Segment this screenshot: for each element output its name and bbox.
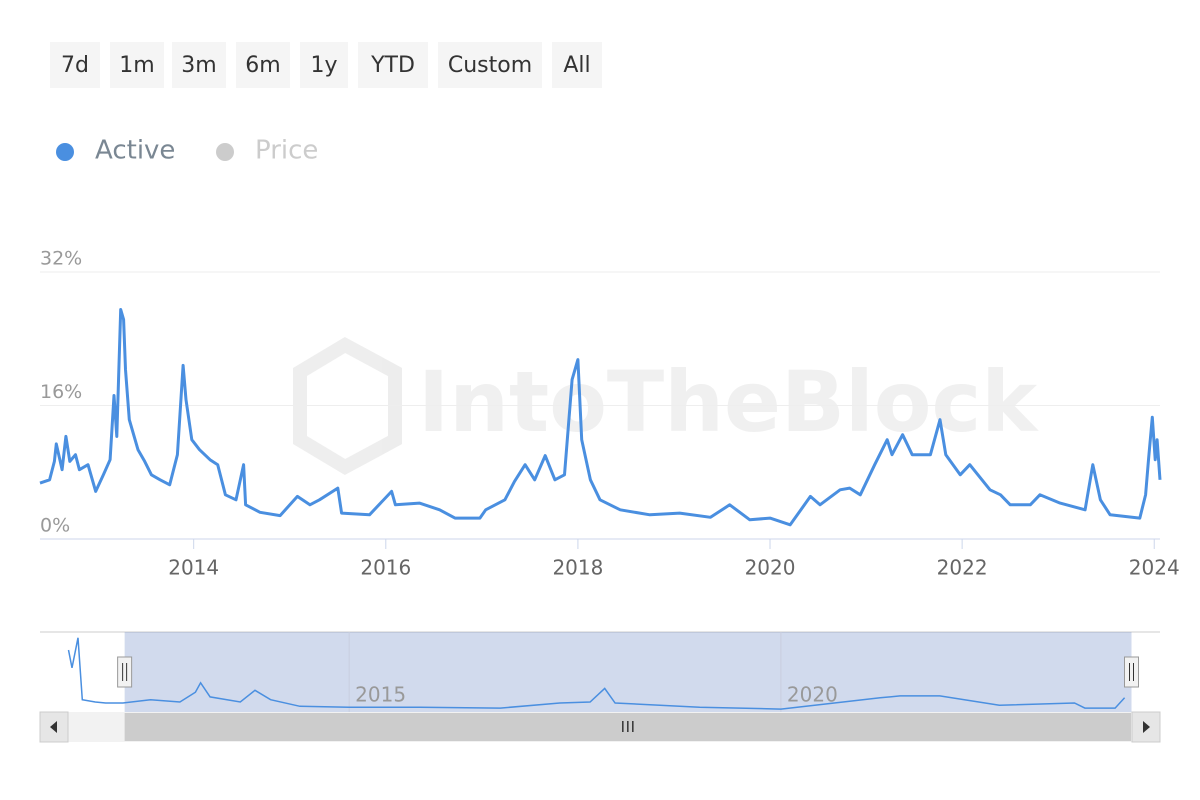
legend-item[interactable]: Price — [216, 136, 318, 166]
button-bg — [172, 42, 226, 88]
legend-marker — [56, 143, 74, 161]
button-label: All — [563, 53, 590, 78]
range-buttons: 7d 1m 3m 6m 1y YTD Custom All — [50, 42, 602, 88]
plot-area: 0% 16% 32% 2014 2016 2018 2020 2022 2024 — [39, 248, 1180, 580]
range-button[interactable]: YTD — [358, 42, 428, 88]
button-label: 3m — [181, 53, 216, 78]
legend-label: Price — [255, 136, 318, 166]
range-button[interactable]: Custom — [438, 42, 542, 88]
navigator-tick-label: 2015 — [355, 683, 406, 707]
button-label: 1m — [119, 53, 154, 78]
x-tick-label: 2022 — [937, 556, 988, 580]
range-button[interactable]: 3m — [172, 42, 226, 88]
button-label: 1y — [310, 53, 337, 78]
navigator-tick-label: 2020 — [787, 683, 838, 707]
button-label: 7d — [61, 53, 89, 78]
button-label: Custom — [448, 53, 532, 78]
legend: Active Price — [56, 136, 318, 166]
range-button[interactable]: All — [552, 42, 602, 88]
button-bg — [50, 42, 100, 88]
x-tick-label: 2016 — [360, 556, 411, 580]
x-tick-label: 2024 — [1129, 556, 1180, 580]
range-button[interactable]: 6m — [236, 42, 290, 88]
series-line — [39, 308, 1162, 527]
range-button[interactable]: 7d — [50, 42, 100, 88]
scroll-right-arrow — [1143, 721, 1150, 733]
x-tick-label: 2014 — [168, 556, 219, 580]
navigator-selection[interactable] — [124, 632, 1132, 712]
button-bg — [438, 42, 542, 88]
x-tick-label: 2018 — [552, 556, 603, 580]
navigator-line — [67, 637, 1126, 710]
legend-item[interactable]: Active — [56, 136, 175, 166]
y-tick-label: 16% — [40, 381, 82, 403]
button-label: YTD — [370, 53, 415, 78]
button-bg — [552, 42, 602, 88]
scroll-left-arrow — [50, 721, 57, 733]
button-bg — [236, 42, 290, 88]
legend-marker — [216, 143, 234, 161]
x-tick-label: 2020 — [745, 556, 796, 580]
navigator-handle[interactable] — [1124, 656, 1140, 688]
navigator-handle[interactable] — [117, 656, 133, 688]
button-bg — [358, 42, 428, 88]
y-tick-label: 0% — [40, 515, 70, 537]
watermark-text: IntoTheBlock — [418, 353, 1039, 451]
button-bg — [110, 42, 164, 88]
button-bg — [300, 42, 348, 88]
button-label: 6m — [245, 53, 280, 78]
navigator: 2015 2020 — [39, 631, 1161, 743]
range-button[interactable]: 1y — [300, 42, 348, 88]
y-tick-label: 32% — [40, 248, 82, 270]
legend-label: Active — [95, 136, 175, 166]
watermark-logo — [293, 336, 402, 476]
range-button[interactable]: 1m — [110, 42, 164, 88]
